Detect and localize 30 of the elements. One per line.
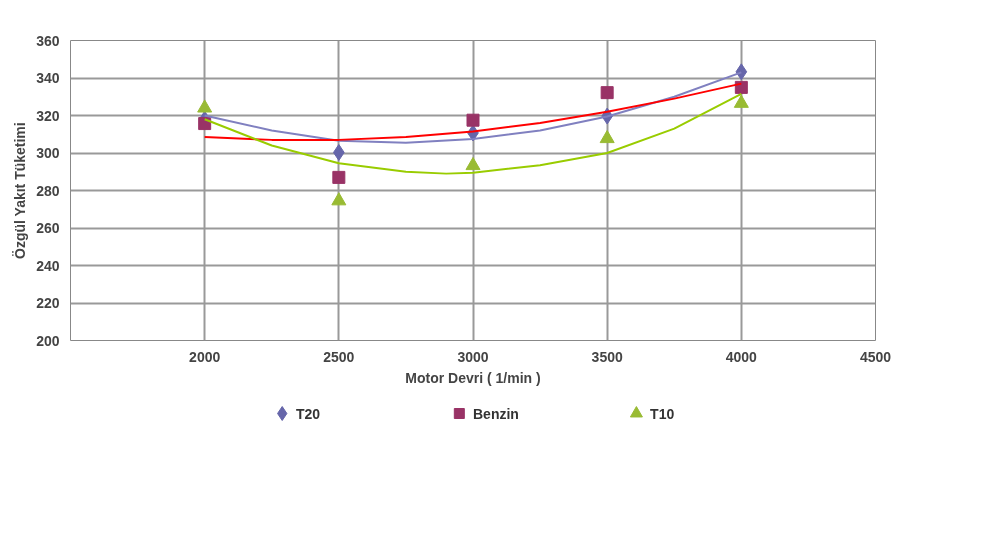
point <box>197 99 213 113</box>
y-tick-label: 220 <box>36 295 60 311</box>
point <box>599 129 615 144</box>
y-tick-label: 280 <box>36 182 60 199</box>
x-tick-label: 4000 <box>725 348 758 365</box>
point <box>465 156 481 171</box>
point <box>734 80 748 94</box>
legend-label: T10 <box>650 405 675 422</box>
legend-label: Benzin <box>473 405 519 422</box>
y-tick-label: 300 <box>36 145 60 161</box>
x-tick-label: 3500 <box>591 348 623 365</box>
x-tick-label: 2500 <box>323 348 355 365</box>
point <box>735 63 748 81</box>
point <box>331 192 347 206</box>
x-axis-title: Motor Devri ( 1/min ) <box>405 369 541 386</box>
legend-label: T20 <box>295 405 321 422</box>
y-tick-label: 340 <box>36 70 60 86</box>
point <box>466 113 480 127</box>
y-tick-label: 200 <box>36 332 60 349</box>
x-tick-label: 2000 <box>189 348 221 365</box>
point <box>198 117 212 131</box>
y-axis-title: Özgül Yakıt Tüketimi <box>12 122 29 259</box>
point <box>332 170 346 184</box>
y-tick-label: 360 <box>36 32 60 49</box>
x-tick-label: 4500 <box>859 348 892 365</box>
point <box>600 86 614 100</box>
y-tick-label: 240 <box>36 257 60 274</box>
x-tick-label: 3000 <box>457 348 489 365</box>
y-tick-label: 320 <box>36 107 60 124</box>
y-tick-label: 260 <box>36 220 60 236</box>
